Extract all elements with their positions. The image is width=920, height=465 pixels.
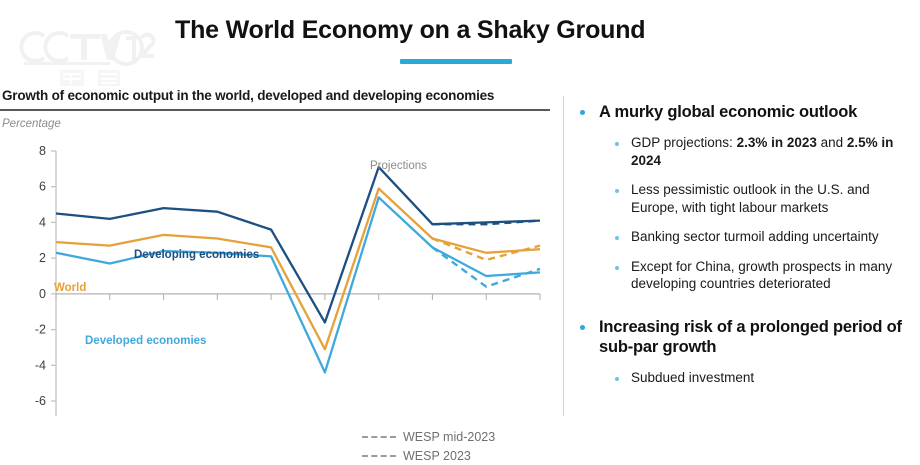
insight-bullet: Subdued investment	[615, 369, 920, 387]
series-label-developed: Developed economies	[85, 335, 207, 347]
title-underline-accent	[400, 59, 512, 64]
insight-heading-text: Increasing risk of a prolonged period of…	[599, 317, 902, 357]
chart-subtitle-rule	[0, 109, 550, 111]
svg-text:8: 8	[39, 144, 46, 158]
insight-bullet-text: Banking sector turmoil adding uncertaint…	[631, 229, 879, 245]
svg-text:2: 2	[39, 251, 46, 265]
insight-bullet: Less pessimistic outlook in the U.S. and…	[615, 181, 920, 216]
panel-divider	[563, 96, 564, 416]
svg-text:6: 6	[39, 180, 46, 194]
sub-bullet-dot-icon	[615, 189, 619, 194]
insight-bullet-text: Subdued investment	[631, 370, 755, 386]
svg-text:4: 4	[39, 215, 46, 229]
svg-text:-4: -4	[35, 358, 46, 372]
projections-annotation: Projections	[370, 160, 427, 172]
chart-legend: WESP mid-2023 WESP 2023	[362, 427, 495, 465]
series-label-world: World	[54, 282, 87, 294]
insight-bullet: Except for China, growth prospects in ma…	[615, 258, 920, 293]
insight-bullet: GDP projections: 2.3% in 2023 and 2.5% i…	[615, 134, 920, 169]
bullet-dot-icon	[580, 110, 585, 115]
insight-bullet: Banking sector turmoil adding uncertaint…	[615, 228, 920, 246]
legend-item-wesp-mid-2023: WESP mid-2023	[362, 427, 495, 446]
legend-label: WESP mid-2023	[403, 429, 496, 444]
section-spacer	[575, 293, 920, 311]
bullet-dot-icon	[580, 324, 585, 330]
legend-item-wesp-2023: WESP 2023	[362, 446, 495, 465]
line-chart: 8 6 4 2 0 -2 -4 -6 Developing economies World D…	[0, 139, 556, 463]
legend-key-short-dash-icon	[362, 435, 396, 438]
insight-bullet-text: GDP projections: 2.3% in 2023 and 2.5% i…	[631, 135, 894, 168]
sub-bullet-dot-icon	[615, 236, 619, 241]
insight-section-heading: A murky global economic outlook	[575, 102, 920, 122]
sub-bullet-dot-icon	[615, 265, 619, 270]
insight-bullet-text: Except for China, growth prospects in ma…	[631, 258, 893, 292]
insights-panel: A murky global economic outlook GDP proj…	[575, 96, 920, 416]
page-title: The World Economy on a Shaky Ground	[175, 16, 646, 44]
svg-text:0: 0	[39, 287, 46, 301]
legend-label: WESP 2023	[403, 448, 471, 463]
chart-subtitle: Growth of economic output in the world, …	[2, 88, 495, 103]
chart-unit-label: Percentage	[2, 118, 61, 130]
insight-section-heading: Increasing risk of a prolonged period of…	[575, 317, 920, 357]
insight-heading-text: A murky global economic outlook	[599, 103, 858, 121]
insight-bullet-text: Less pessimistic outlook in the U.S. and…	[631, 182, 870, 215]
sub-bullet-dot-icon	[615, 377, 619, 382]
series-label-developing: Developing economies	[134, 249, 260, 261]
sub-bullet-dot-icon	[615, 142, 619, 147]
svg-text:-2: -2	[35, 323, 46, 337]
svg-text:-6: -6	[35, 394, 46, 408]
cctv-13-news-watermark-icon	[8, 16, 168, 88]
legend-key-long-dash-icon	[362, 454, 396, 457]
slide-root: The World Economy on a Shaky Ground Grow…	[0, 16, 920, 463]
chart-panel: Growth of economic output in the world, …	[0, 84, 556, 463]
